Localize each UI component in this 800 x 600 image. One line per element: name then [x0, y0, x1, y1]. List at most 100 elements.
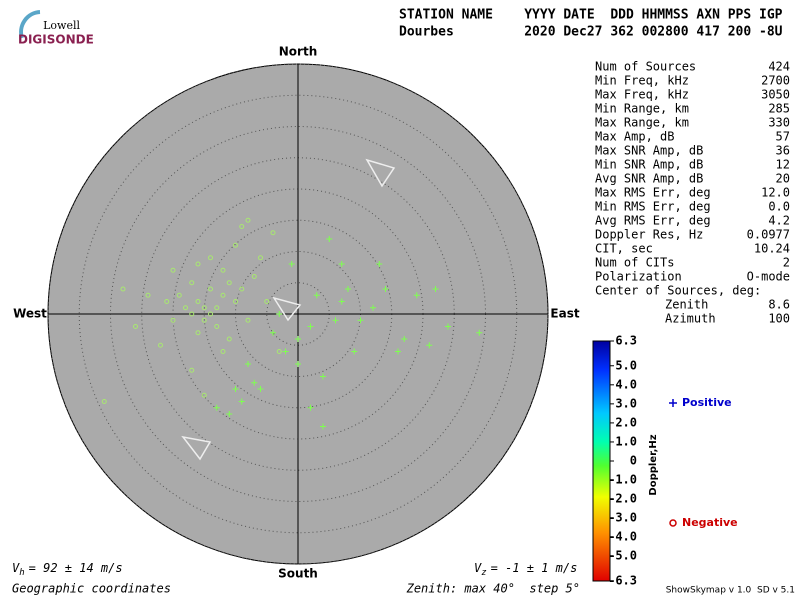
source-plus	[276, 311, 283, 317]
text: = 92 ± 14 m/s	[29, 561, 123, 575]
source-plus	[257, 386, 264, 392]
velocity-h: Vh = 92 ± 14 m/s	[12, 561, 123, 578]
source-plus	[357, 317, 364, 324]
compass-label: East	[550, 307, 579, 321]
source-circle	[189, 280, 195, 286]
source-plus	[395, 348, 401, 355]
source-circle	[201, 392, 207, 398]
source-plus	[338, 261, 345, 267]
stat-value: 12.0	[761, 186, 790, 200]
source-plus	[332, 317, 339, 324]
source-plus	[370, 304, 376, 311]
stat-label: Max Range, km	[595, 116, 689, 130]
source-plus	[245, 361, 251, 367]
stat-value: 10.24	[754, 242, 790, 256]
text: = -1 ± 1 m/s	[491, 561, 578, 575]
legend-label: Negative	[682, 516, 738, 529]
source-plus	[226, 411, 233, 417]
logo-bottom: DIGISONDE	[18, 33, 94, 47]
version: ShowSkymap v 1.0 SD v 5.1	[666, 586, 795, 596]
source-plus	[432, 286, 439, 292]
source-circle	[101, 399, 107, 404]
source-plus	[251, 379, 258, 386]
colorbar-tick-label: 3.0	[615, 396, 637, 410]
header-line: Dourbes 2020 Dec27 362 002800 417 200 -8…	[399, 25, 783, 40]
colorbar-tick-label: 6.3	[615, 334, 637, 348]
compass-label: West	[13, 307, 47, 321]
stat-value: 57	[776, 130, 790, 144]
source-plus	[295, 336, 301, 342]
source-circle	[264, 299, 270, 304]
source-circle	[226, 280, 232, 286]
compass-label: South	[278, 567, 318, 581]
source-circle	[164, 299, 170, 304]
stat-value: 0.0	[768, 200, 790, 214]
source-plus	[270, 329, 276, 336]
symbol: V	[474, 561, 482, 575]
compass-label: North	[279, 45, 317, 59]
stat-label: Num of Sources	[595, 60, 696, 74]
source-circle	[208, 286, 213, 292]
stat-value: 3050	[761, 88, 790, 102]
arrow	[365, 158, 396, 188]
source-plus	[288, 261, 295, 267]
colorbar-tick-label: -6.3	[608, 574, 637, 588]
logo-swoosh	[19, 10, 41, 39]
source-plus	[238, 398, 245, 405]
velocity-z: Vz = -1 ± 1 m/s	[474, 561, 577, 578]
colorbar-tick-label: 2.0	[615, 415, 637, 429]
stat-label: Min Freq, kHz	[595, 74, 689, 88]
stat-label: Min SNR Amp, dB	[595, 158, 703, 172]
stat-label: Avg SNR Amp, dB	[595, 172, 703, 186]
source-plus	[320, 373, 326, 380]
stat-value: 0.0977	[747, 228, 790, 242]
stat-value: 8.6	[768, 298, 790, 312]
source-plus	[326, 236, 333, 242]
legend-marker	[669, 519, 677, 527]
source-circle	[195, 261, 201, 267]
source-circle	[245, 217, 251, 223]
source-circle	[189, 311, 195, 317]
source-circle	[239, 286, 245, 292]
stat-label: Min Range, km	[595, 102, 689, 116]
stat-label: Polarization	[595, 270, 682, 284]
stat-value: 424	[768, 60, 790, 74]
stat-value: 20	[776, 172, 790, 186]
stat-value: 100	[768, 312, 790, 326]
stat-value: 4.2	[768, 214, 790, 228]
source-plus	[213, 404, 220, 411]
stat-label: Doppler Res, Hz	[595, 228, 703, 242]
source-circle	[145, 292, 151, 298]
source-circle	[158, 342, 163, 348]
source-plus	[307, 323, 314, 330]
source-plus	[445, 323, 451, 330]
source-circle	[208, 255, 213, 261]
stat-label: Center of Sources, deg:	[595, 284, 761, 298]
stat-value: 2	[783, 256, 790, 270]
stat-value: 36	[776, 144, 790, 158]
source-circle	[258, 255, 263, 261]
header-line: STATION NAME YYYY DATE DDD HHMMSS AXN PP…	[399, 8, 783, 23]
source-circle	[214, 324, 220, 329]
stat-label: Num of CITs	[595, 256, 674, 270]
source-circle	[226, 336, 232, 342]
source-circle	[251, 274, 257, 279]
source-plus	[282, 348, 289, 355]
source-plus	[426, 342, 433, 349]
source-circle	[220, 349, 226, 354]
source-circle	[245, 317, 251, 323]
legend-marker	[669, 399, 677, 407]
stat-value: 12	[776, 158, 790, 172]
source-circle	[208, 311, 213, 317]
source-plus	[313, 292, 320, 299]
colorbar-tick-label: 1.0	[615, 434, 637, 448]
stat-value: O-mode	[747, 270, 790, 284]
source-circle	[183, 305, 188, 311]
source-circle	[195, 330, 201, 336]
source-circle	[239, 224, 245, 229]
subscript: z	[481, 568, 486, 578]
stat-label: Max RMS Err, deg	[595, 186, 711, 200]
coordinates-note: Geographic coordinates	[12, 582, 171, 596]
colorbar-tick-label: 0	[630, 454, 637, 468]
